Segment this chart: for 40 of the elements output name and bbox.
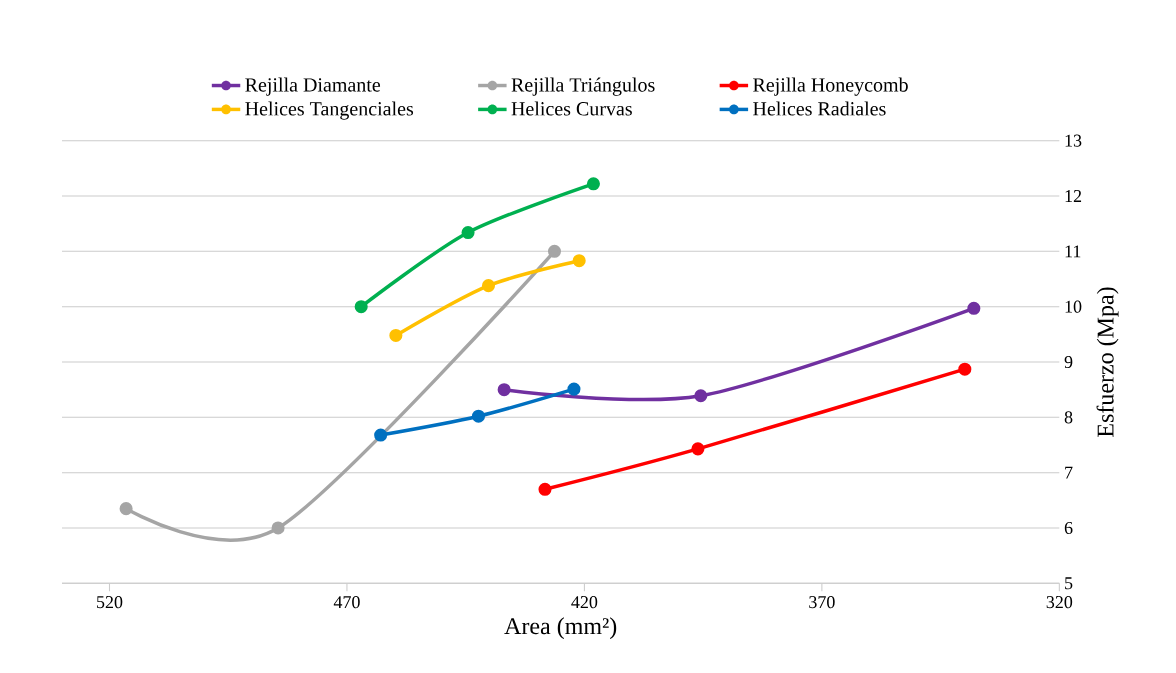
y-tick-label: 7 xyxy=(1065,466,1073,479)
point xyxy=(471,409,486,423)
x-tick-label: 420 xyxy=(571,595,598,609)
y-tick-label: 8 xyxy=(1064,411,1073,424)
legend-label: Helices Radiales xyxy=(753,101,886,116)
legend-label: Rejilla Triángulos xyxy=(511,77,655,96)
point xyxy=(354,299,368,314)
point xyxy=(119,501,133,516)
y-tick-label: 6 xyxy=(1064,521,1073,534)
point xyxy=(481,278,496,293)
y-tick-label: 12 xyxy=(1065,189,1082,202)
y-tick-label: 9 xyxy=(1064,355,1073,368)
point xyxy=(271,521,285,535)
x-tick-label: 520 xyxy=(97,595,123,609)
x-tick-label: 370 xyxy=(809,595,835,609)
point xyxy=(586,177,600,191)
point xyxy=(694,389,708,403)
x-tick-label: 470 xyxy=(333,595,360,609)
legend-label: Helices Curvas xyxy=(511,101,632,116)
x-tick-label: 320 xyxy=(1046,595,1073,609)
y-axis-title: Esfuerzo (Mpa) xyxy=(1096,287,1119,437)
point xyxy=(572,254,586,268)
point xyxy=(967,301,981,315)
point xyxy=(958,362,972,376)
y-tick-label: 10 xyxy=(1065,300,1082,313)
point xyxy=(389,328,403,342)
point xyxy=(547,244,562,258)
y-tick-label: 5 xyxy=(1065,577,1073,590)
point xyxy=(538,482,552,496)
point xyxy=(497,382,511,397)
y-tick-label: 11 xyxy=(1065,245,1081,258)
point xyxy=(374,428,388,442)
legend-label: Helices Tangenciales xyxy=(245,101,414,120)
y-tick-label: 13 xyxy=(1065,134,1082,147)
x-axis-title: Area (mm²) xyxy=(504,617,617,639)
legend-label: Rejilla Honeycomb xyxy=(753,77,908,96)
point xyxy=(567,382,581,396)
legend-label: Rejilla Diamante xyxy=(245,77,381,96)
point xyxy=(691,442,705,456)
point xyxy=(461,225,475,239)
